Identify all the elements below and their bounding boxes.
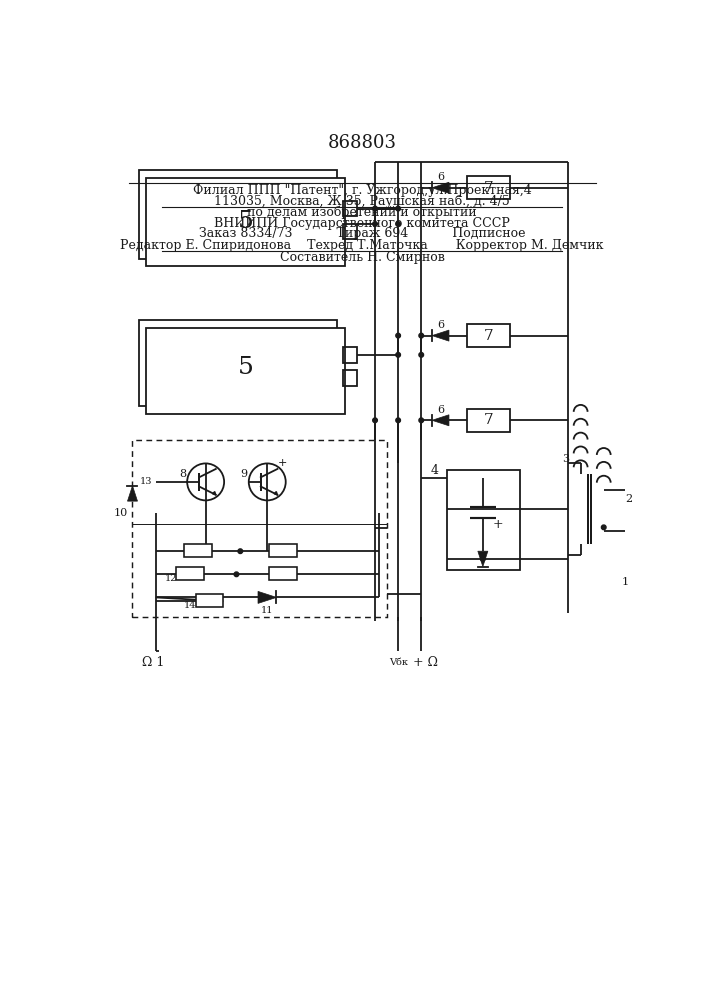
Polygon shape xyxy=(274,492,277,495)
Text: 5: 5 xyxy=(238,356,254,379)
Text: 8: 8 xyxy=(179,469,186,479)
Polygon shape xyxy=(432,330,449,341)
Text: Vбк: Vбк xyxy=(389,658,408,667)
Text: 2: 2 xyxy=(626,494,633,504)
Text: 14: 14 xyxy=(184,601,197,610)
Circle shape xyxy=(373,418,378,423)
Bar xyxy=(447,470,520,570)
Polygon shape xyxy=(432,415,449,426)
Bar xyxy=(139,170,337,259)
Bar xyxy=(139,320,337,406)
Text: 9: 9 xyxy=(240,469,247,479)
Text: 4: 4 xyxy=(431,464,439,477)
Text: Филиал ППП "Патент", г. Ужгород,ул.Проектная,4: Филиал ППП "Патент", г. Ужгород,ул.Проек… xyxy=(192,184,532,197)
Text: +: + xyxy=(278,458,287,468)
Text: 10: 10 xyxy=(114,508,128,518)
Text: ВНИИПИ Государственного комитета СССР: ВНИИПИ Государственного комитета СССР xyxy=(214,217,510,230)
Bar xyxy=(467,324,510,347)
Bar xyxy=(269,544,296,557)
Bar xyxy=(196,594,223,607)
Bar xyxy=(176,567,204,580)
Bar xyxy=(344,347,357,363)
Bar xyxy=(269,567,296,580)
Text: 868803: 868803 xyxy=(328,134,397,152)
Circle shape xyxy=(602,525,606,530)
Circle shape xyxy=(396,353,400,357)
Circle shape xyxy=(396,206,400,211)
Text: 1: 1 xyxy=(621,577,629,587)
Circle shape xyxy=(238,549,243,554)
Text: Заказ 8334/73           Тираж 694           Подписное: Заказ 8334/73 Тираж 694 Подписное xyxy=(199,227,525,240)
Circle shape xyxy=(373,206,378,211)
Text: Ω 1: Ω 1 xyxy=(142,656,165,669)
Text: 13: 13 xyxy=(140,477,153,486)
Bar xyxy=(146,178,345,266)
Bar xyxy=(146,328,345,414)
Bar xyxy=(344,370,357,386)
Bar xyxy=(344,201,357,216)
Circle shape xyxy=(373,222,378,226)
Bar xyxy=(132,440,387,617)
Circle shape xyxy=(419,333,423,338)
Circle shape xyxy=(396,333,400,338)
Polygon shape xyxy=(213,492,216,495)
Text: Составитель Н. Смирнов: Составитель Н. Смирнов xyxy=(279,251,445,264)
Text: 6: 6 xyxy=(437,172,444,182)
Bar xyxy=(467,176,510,199)
Polygon shape xyxy=(127,486,137,501)
Polygon shape xyxy=(478,551,488,567)
Text: 11: 11 xyxy=(261,606,274,615)
Text: + Ω: + Ω xyxy=(413,656,438,669)
Text: Редактор Е. Спиридонова    Техред Т.Маточка       Корректор М. Демчик: Редактор Е. Спиридонова Техред Т.Маточка… xyxy=(120,239,604,252)
Text: по делам изобретений и открытий: по делам изобретений и открытий xyxy=(247,206,477,219)
Circle shape xyxy=(419,418,423,423)
Text: 6: 6 xyxy=(437,320,444,330)
Polygon shape xyxy=(432,182,449,193)
Bar xyxy=(184,544,212,557)
Text: 6: 6 xyxy=(437,405,444,415)
Circle shape xyxy=(396,418,400,423)
Bar xyxy=(467,409,510,432)
Circle shape xyxy=(234,572,239,577)
Circle shape xyxy=(419,353,423,357)
Bar xyxy=(344,224,357,239)
Text: 12: 12 xyxy=(165,574,177,583)
Text: 3: 3 xyxy=(561,454,569,464)
Text: 7: 7 xyxy=(484,181,493,195)
Circle shape xyxy=(481,557,485,561)
Text: 7: 7 xyxy=(484,329,493,343)
Text: 113035, Москва, Ж-35, Раушская наб., д. 4/5: 113035, Москва, Ж-35, Раушская наб., д. … xyxy=(214,195,510,208)
Circle shape xyxy=(396,222,400,226)
Text: 5: 5 xyxy=(238,210,254,233)
Text: 7: 7 xyxy=(484,413,493,427)
Polygon shape xyxy=(258,591,276,603)
Text: +: + xyxy=(493,518,503,531)
